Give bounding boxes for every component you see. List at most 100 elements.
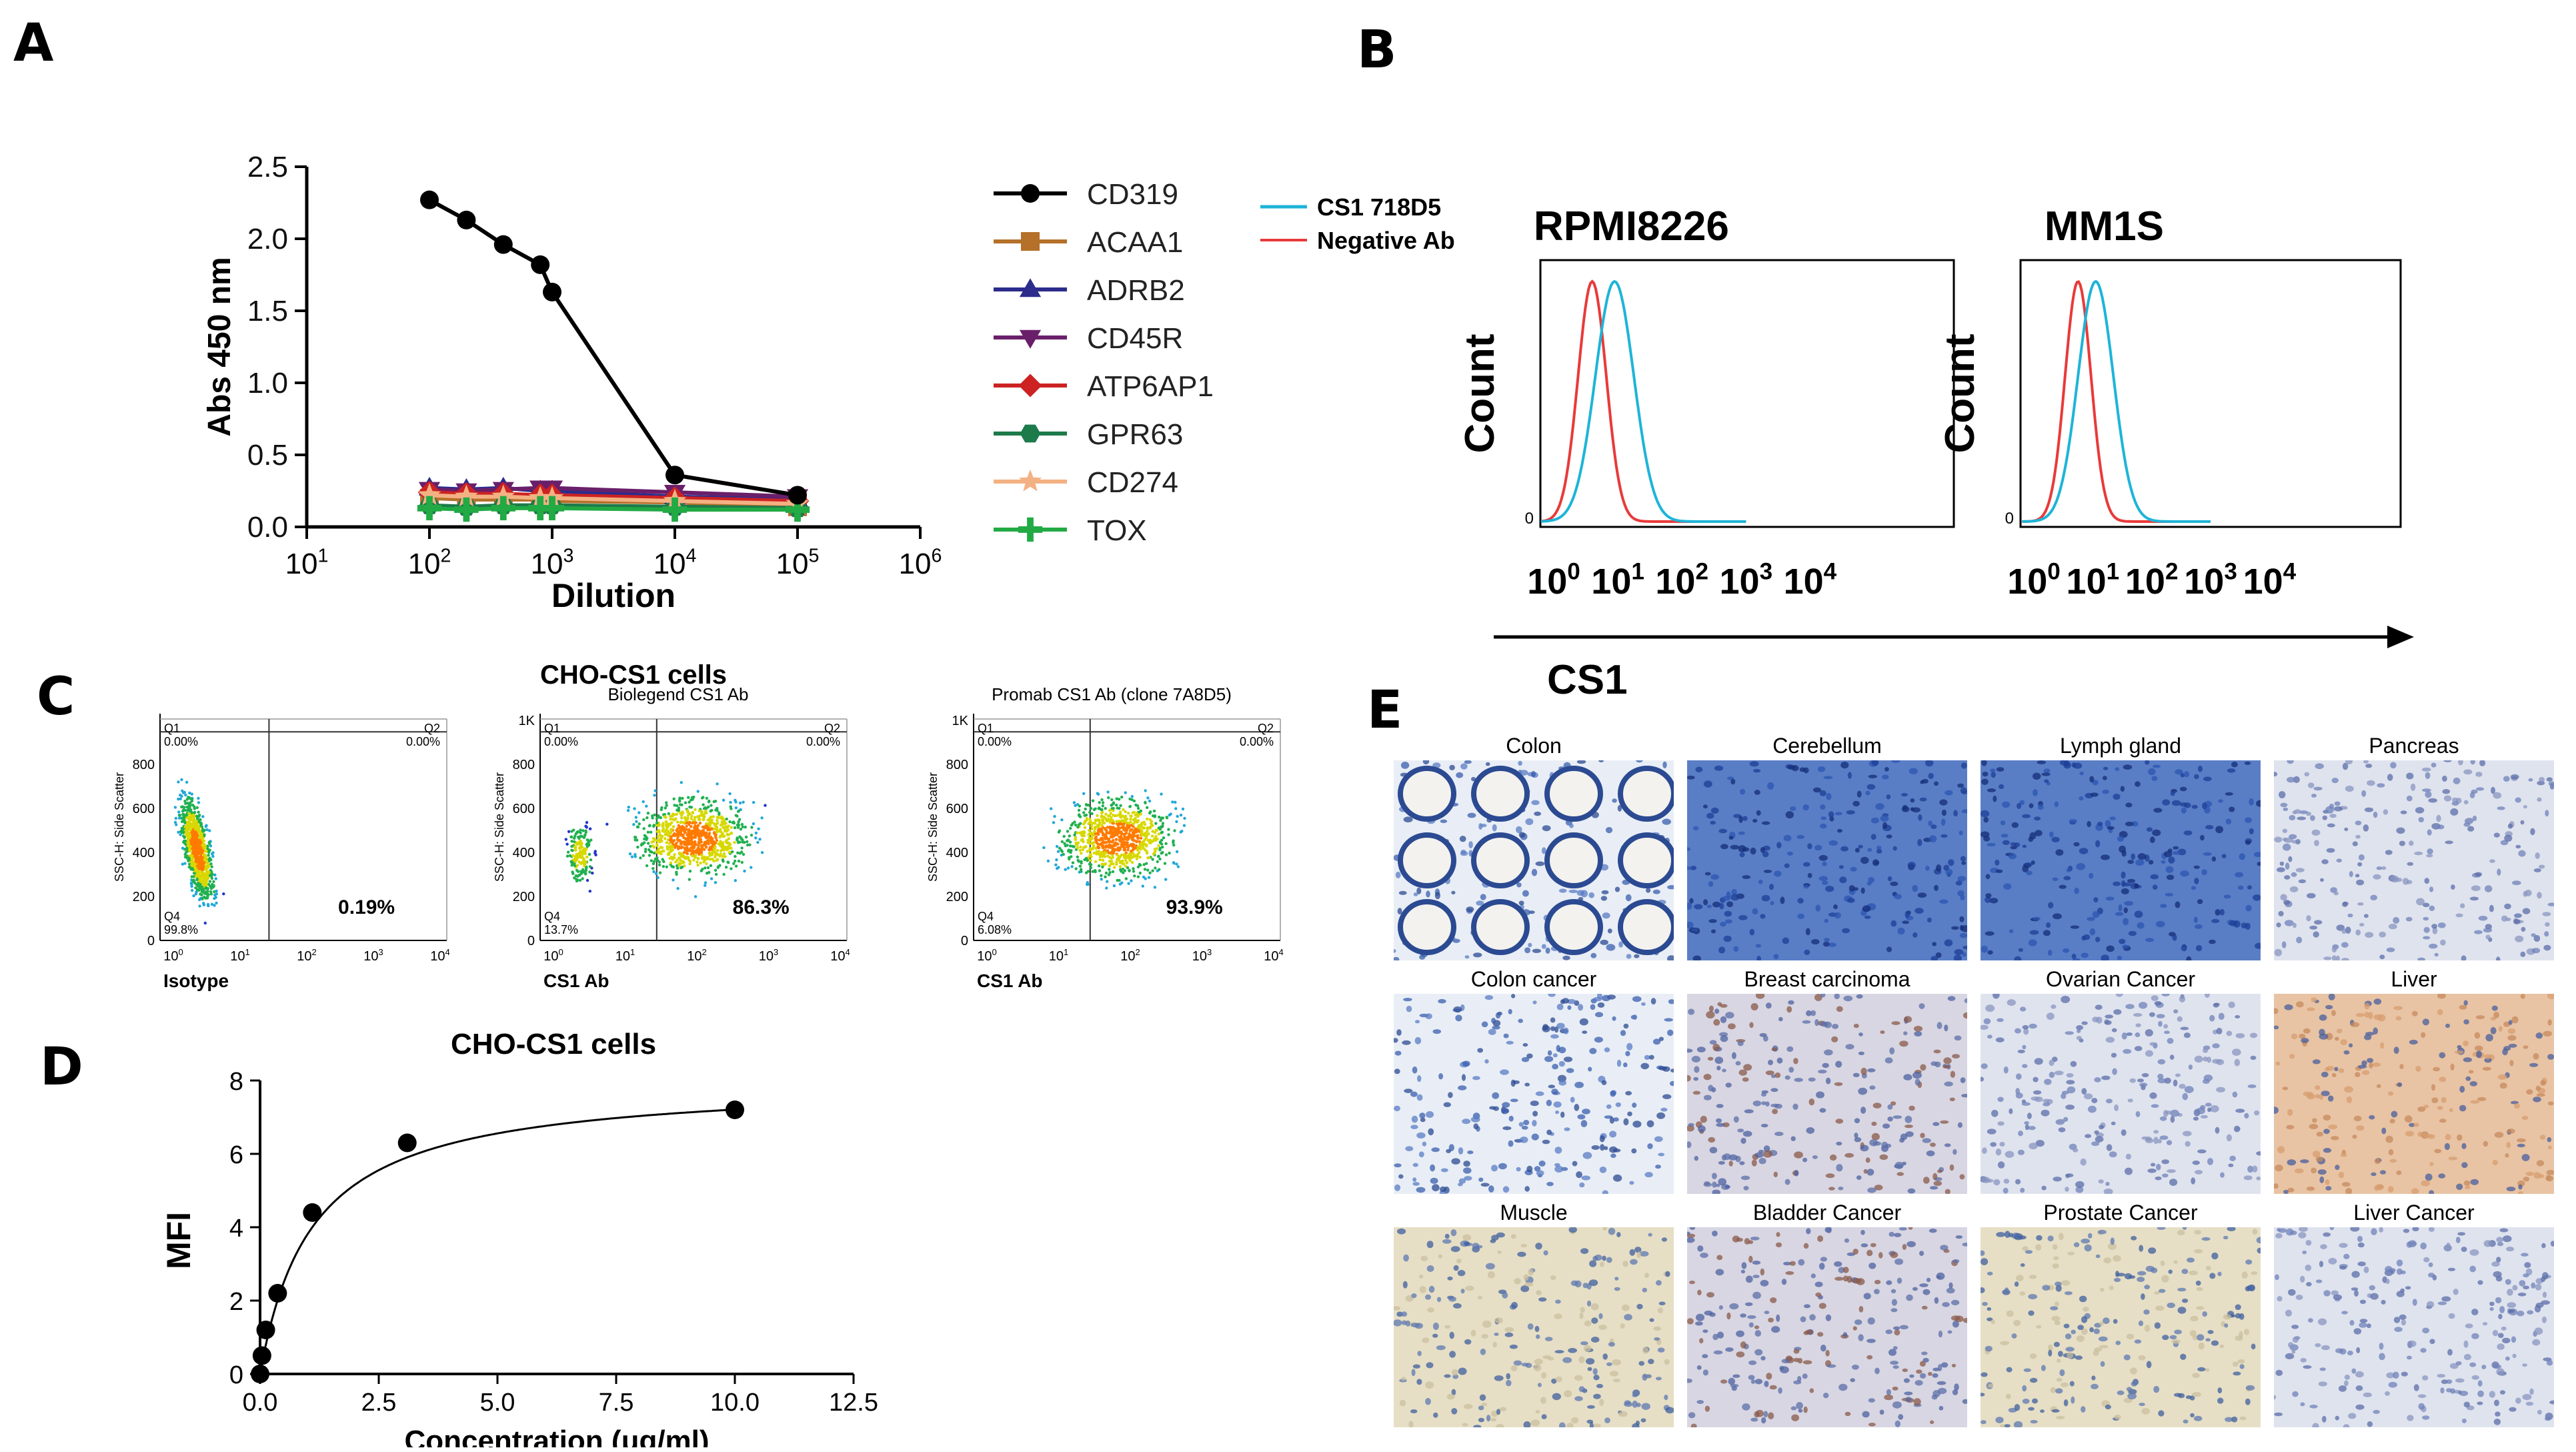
d-data-point [268,1284,287,1303]
b-x-label: CS1 [1547,657,1628,703]
c-q2-value: 0.00% [806,735,840,748]
b-xtick-label: 104 [1784,558,1837,602]
a-point-cd319 [493,235,513,254]
d-xtick-label: 5.0 [480,1389,515,1417]
a-legend-item-cd45r: CD45R [994,322,1183,355]
c-q2-label: Q2 [1258,722,1274,735]
e-tissue-label: Breast carcinoma [1744,967,1910,991]
c-ytick-label: 0 [961,934,968,948]
e-tissue-image [1687,1227,1967,1427]
panel-letter-e: E [1367,680,1403,740]
d-ytick-label: 2 [229,1288,243,1316]
c-ytick-label: 400 [133,846,155,860]
a-point-tox [417,496,442,521]
b-plot-title: RPMI8226 [1534,203,1729,249]
c-q4-label: Q4 [544,910,560,923]
c-ytick-label: 800 [133,758,155,772]
c-q4-label: Q4 [978,910,994,923]
b-plot-frame [2019,259,2402,528]
d-data-point [251,1365,269,1383]
a-ytick-label: 0.0 [247,511,288,544]
e-tissue-label: Cerebellum [1772,734,1882,758]
c-q4-value: 99.8% [164,923,198,936]
a-legend-item-tox: TOX [994,514,1147,547]
a-point-cd274 [417,483,441,506]
c-xtick-label: 103 [363,947,383,964]
a-legend-item-cd274: CD274 [994,466,1178,499]
e-tissue-image [1981,760,2261,960]
d-xtick-label: 0.0 [243,1389,278,1417]
d-data-point [726,1101,744,1119]
c-y-label: SSC-H: Side Scatter [493,772,506,882]
c-x-label: CS1 Ab [977,970,1043,991]
b-cs1-histogram [2022,279,2211,523]
panel-a-x-label: Dilution [551,577,676,614]
panel-letter-b: B [1357,20,1397,80]
svg-text:ATP6AP1: ATP6AP1 [1087,370,1214,403]
c-xtick-label: 102 [1120,947,1140,964]
c-xtick-label: 104 [1264,947,1283,964]
c-xtick-label: 104 [430,947,449,964]
c-xtick-label: 101 [615,947,635,964]
c-y-label: SSC-H: Side Scatter [113,772,126,882]
d-x-label: Concentration (μg/ml) [404,1425,709,1447]
svg-text:ADRB2: ADRB2 [1087,274,1185,307]
a-series-line-cd319 [428,198,798,498]
c-xtick-label: 102 [687,947,706,964]
c-xtick-label: 103 [759,947,778,964]
c-ytick-label: 800 [946,758,968,772]
c-ytick-label: 800 [513,758,535,772]
c-y-label: SSC-H: Side Scatter [926,772,940,882]
d-data-point [256,1321,275,1339]
e-tissue-label: Bladder Cancer [1752,1201,1902,1225]
a-legend-item-atp6ap1: ATP6AP1 [994,370,1214,403]
d-ytick-label: 0 [229,1361,243,1389]
svg-text:CD274: CD274 [1087,466,1178,499]
a-ytick-label: 0.5 [247,439,288,472]
c-x-label: Isotype [163,970,229,991]
b-xtick-label: 102 [2125,558,2179,602]
a-xtick-label: 106 [899,545,942,580]
e-tissue-label: Liver Cancer [2353,1201,2475,1225]
c-title: CHO-CS1 cells [540,660,727,690]
a-xtick-label: 103 [531,545,574,580]
c-q2-label: Q2 [424,722,440,735]
a-point-cd274 [491,484,515,507]
c-subtitle: Promab CS1 Ab (clone 7A8D5) [992,684,1232,704]
d-xtick-label: 2.5 [361,1389,397,1417]
legend-cs1-718d5: CS1 718D5 [1317,193,1441,221]
e-tissue-image [1394,994,1674,1194]
c-q1-value: 0.00% [978,735,1012,748]
svg-text:CD45R: CD45R [1087,322,1183,355]
panel-a-elisa-chart: 0.0 0.5 1.0 1.5 2.0 2.5 101 102 103 104 105 106 Ab… [202,153,942,614]
c-q1-label: Q1 [978,722,994,735]
a-point-cd319 [543,282,561,301]
e-tissue-label: Colon [1506,734,1562,758]
c-ytick-label: 200 [133,890,155,904]
panel-d-binding-curve: CHO-CS1 cells 0 2 4 6 8 0.0 2.5 5.0 7.5 10.0 12.5 MF… [160,1028,878,1447]
c-xtick-label: 101 [1049,947,1068,964]
a-point-cd319 [531,255,550,274]
c-ytick-label: 1K [952,714,969,728]
a-legend-item-gpr63: GPR63 [994,418,1183,451]
c-xtick-label: 100 [163,947,183,964]
e-tissue-image [1394,760,1674,960]
c-q1-label: Q1 [544,722,560,735]
panel-c-flow-dotplots: CHO-CS1 cells SSC-H: Side Scatter 0 200 400 6… [113,660,1284,991]
svg-text:GPR63: GPR63 [1087,418,1183,451]
panel-b-legend: CS1 718D5 Negative Ab [1260,193,1455,254]
e-tissue-image [1687,994,1967,1194]
c-xtick-label: 102 [297,947,316,964]
d-ytick-label: 6 [229,1141,243,1169]
b-xtick-label: 103 [1720,558,1773,602]
c-ytick-label: 1K [519,714,535,728]
c-percentage: 93.9% [1166,896,1223,918]
e-tissue-label: Lymph gland [2059,734,2182,758]
b-cs1-histogram [1540,279,1746,523]
b-xtick-label: 101 [2067,558,2120,602]
a-point-tox [454,497,479,522]
c-x-label: CS1 Ab [543,970,609,991]
b-y-label: Count [1937,333,1983,453]
e-tissue-label: Pancreas [2369,734,2459,758]
